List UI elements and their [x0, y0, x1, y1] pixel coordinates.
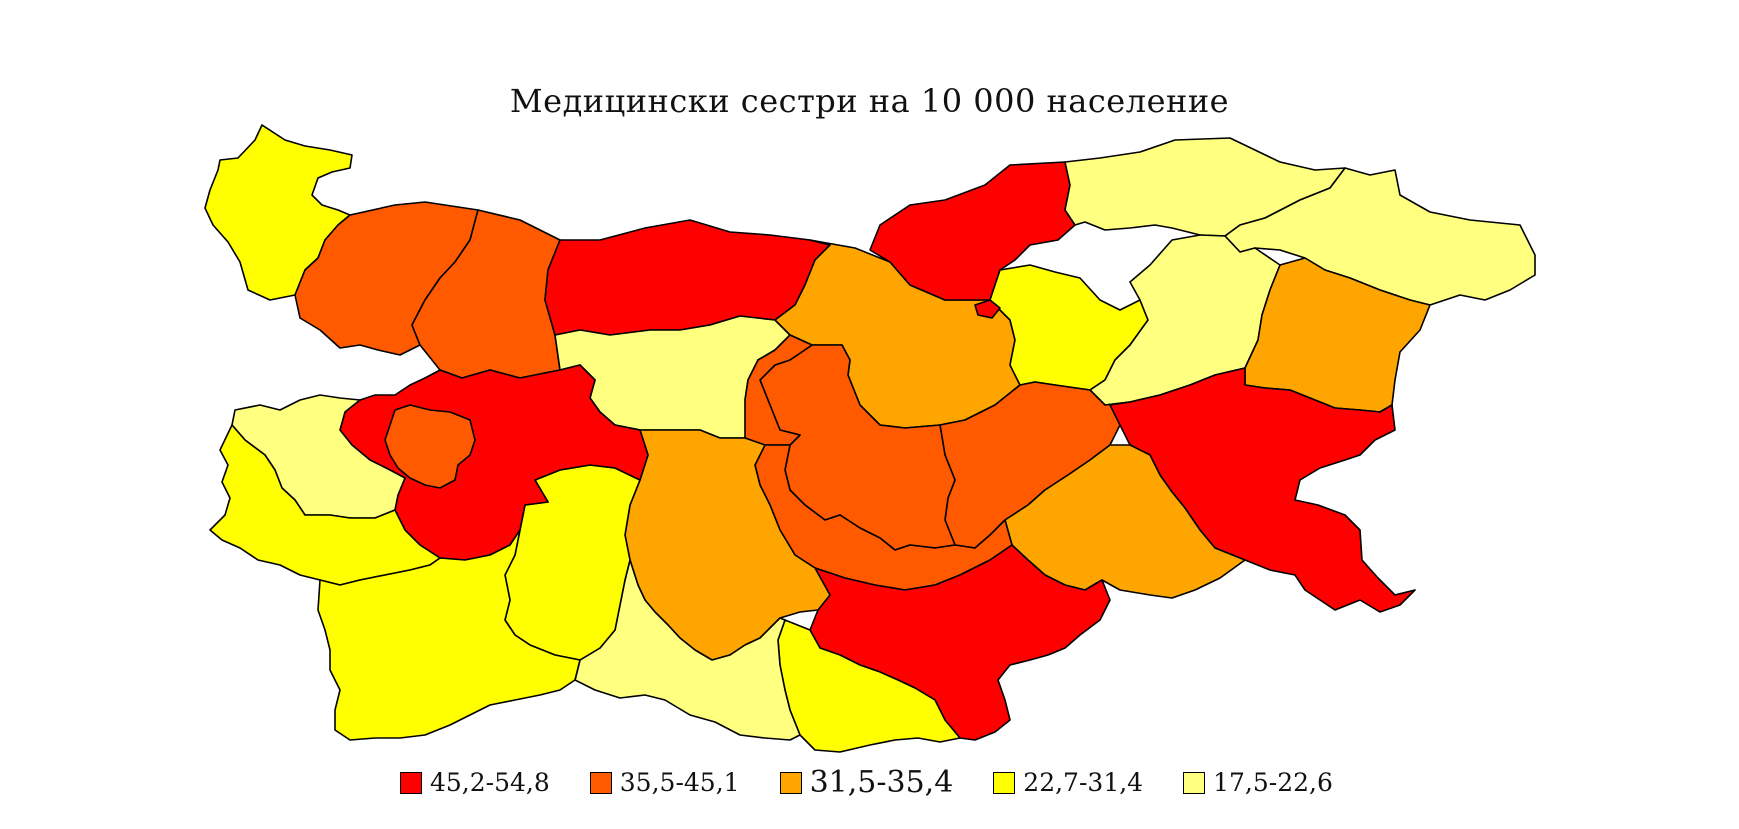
region-blagoevgrad	[317, 529, 581, 741]
legend-item: 22,7-31,4	[993, 768, 1143, 797]
map-title: Медицински сестри на 10 000 население	[509, 82, 1230, 120]
legend-item: 17,5-22,6	[1183, 768, 1333, 797]
legend-label: 17,5-22,6	[1213, 768, 1333, 797]
map-legend: 45,2-54,8 35,5-45,1 31,5-35,4 22,7-31,4 …	[400, 765, 1373, 800]
legend-swatch	[589, 771, 612, 794]
region-enclave	[974, 299, 1001, 319]
legend-item: 31,5-35,4	[779, 765, 954, 800]
legend-swatch	[779, 771, 802, 794]
legend-label: 22,7-31,4	[1023, 768, 1144, 797]
region-sofia-city	[384, 404, 476, 489]
legend-label: 31,5-35,4	[809, 765, 954, 800]
legend-item: 35,5-45,1	[589, 768, 740, 797]
legend-label: 45,2-54,8	[430, 768, 550, 797]
legend-swatch	[1183, 771, 1206, 794]
legend-swatch	[993, 771, 1016, 794]
legend-swatch	[400, 771, 422, 794]
legend-item: 45,2-54,8	[400, 768, 550, 797]
legend-label: 35,5-45,1	[619, 768, 740, 797]
